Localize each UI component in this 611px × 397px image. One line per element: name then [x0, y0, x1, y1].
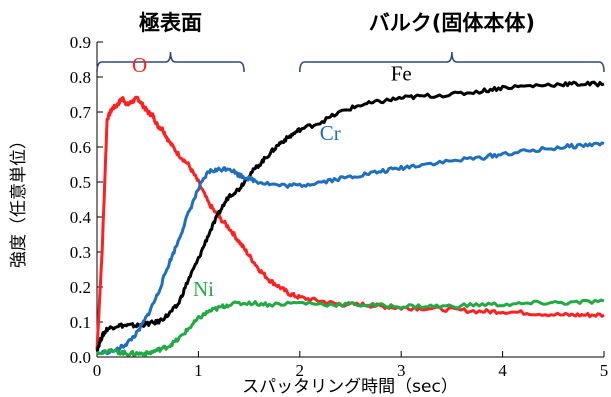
x-tick-label: 3 — [397, 361, 406, 380]
y-ticks: 0.0 0.1 0.2 0.3 0.4 0.5 0.6 0.7 0.8 0.9 — [70, 33, 103, 367]
series-labels: O Fe Cr Ni — [132, 53, 412, 301]
x-axis-title: スパッタリング時間（sec） — [242, 377, 458, 397]
y-tick-label: 0.9 — [70, 33, 91, 52]
series-line-ni — [95, 298, 605, 357]
plot-area — [96, 42, 604, 358]
y-tick-label: 0.5 — [70, 173, 91, 192]
x-tick-label: 0 — [93, 361, 102, 380]
series-label-o: O — [132, 53, 147, 77]
y-tick-label: 0.1 — [70, 313, 91, 332]
y-axis-title: 強度（任意単位） — [9, 132, 29, 268]
region-label: バルク(固体本体) — [369, 11, 535, 35]
series-label-fe: Fe — [391, 62, 412, 86]
series-line-fe — [95, 80, 605, 353]
region-label: 極表面 — [139, 11, 202, 35]
series-lines — [95, 80, 605, 357]
y-tick-label: 0.3 — [70, 243, 91, 262]
region-bracket — [96, 51, 245, 73]
x-tick-label: 2 — [296, 361, 305, 380]
y-tick-label: 0.2 — [70, 278, 91, 297]
y-tick-label: 0.4 — [70, 208, 92, 227]
series-line-cr — [96, 141, 605, 356]
y-tick-label: 0.0 — [70, 348, 91, 367]
x-tick-label: 1 — [194, 361, 203, 380]
region-brackets: 極表面 バルク(固体本体) — [96, 11, 605, 73]
region-bracket — [299, 51, 605, 73]
x-tick-label: 5 — [600, 361, 609, 380]
x-ticks: 0 1 2 3 4 5 — [93, 351, 609, 380]
y-tick-label: 0.7 — [70, 103, 92, 122]
series-line-o — [95, 95, 605, 351]
series-label-ni: Ni — [193, 277, 214, 301]
y-tick-label: 0.8 — [70, 68, 91, 87]
x-tick-label: 4 — [498, 361, 507, 380]
series-label-cr: Cr — [320, 121, 341, 145]
y-tick-label: 0.6 — [70, 138, 91, 157]
